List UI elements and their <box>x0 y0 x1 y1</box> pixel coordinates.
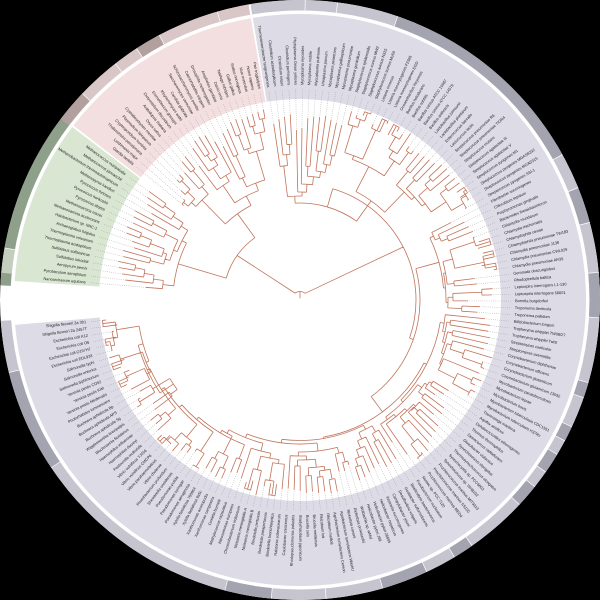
svg-text:Clostridium tetani: Clostridium tetani <box>277 56 285 87</box>
svg-text:Mycoplasma pulmonis: Mycoplasma pulmonis <box>313 47 321 86</box>
svg-text:Mus musculus: Mus musculus <box>238 67 249 92</box>
svg-text:Rhodopirellula baltica: Rhodopirellula baltica <box>514 274 552 282</box>
svg-text:Mycoplasma mobile: Mycoplasma mobile <box>306 51 312 86</box>
svg-text:Bifidobacterium longum: Bifidobacterium longum <box>514 319 555 328</box>
svg-text:Borrelia burgdorferi: Borrelia burgdorferi <box>515 298 548 303</box>
svg-text:Danio rerio: Danio rerio <box>213 81 225 101</box>
svg-text:Escherichia coli O6: Escherichia coli O6 <box>56 340 90 351</box>
svg-text:Rickettsia conorii: Rickettsia conorii <box>346 509 357 539</box>
svg-text:Bradyrhizobium japonicum: Bradyrhizobium japonicum <box>298 515 303 561</box>
svg-text:Caulobacter crescentus: Caulobacter crescentus <box>281 514 289 555</box>
svg-text:Leptospira interrogans 56601: Leptospira interrogans 56601 <box>515 290 566 296</box>
svg-text:Ureaplasma parvum: Ureaplasma parvum <box>320 51 329 86</box>
svg-text:Escherichia coli K12: Escherichia coli K12 <box>53 333 88 344</box>
svg-text:Leptospira interrogans L1-130: Leptospira interrogans L1-130 <box>514 281 567 289</box>
svg-text:Shigella flexneri 2a 2457T: Shigella flexneri 2a 2457T <box>42 326 88 337</box>
svg-text:Brucella melitensis: Brucella melitensis <box>312 514 319 547</box>
svg-text:Clostridium acetobutylicum: Clostridium acetobutylicum <box>268 40 278 87</box>
svg-text:Bordetella bronchiseptica: Bordetella bronchiseptica <box>264 512 275 557</box>
svg-text:Mycoplasma penetrans: Mycoplasma penetrans <box>327 47 338 88</box>
svg-text:Treponema pallidum: Treponema pallidum <box>514 312 550 319</box>
svg-text:Nanoarchaeum equitans: Nanoarchaeum equitans <box>43 276 86 284</box>
svg-text:Treponema denticola: Treponema denticola <box>515 305 552 311</box>
svg-text:Brucella suis: Brucella suis <box>305 515 311 537</box>
svg-text:Ralstonia solanacearum: Ralstonia solanacearum <box>273 514 282 556</box>
svg-text:Tropheryma whipplei TW08/27: Tropheryma whipplei TW08/27 <box>513 326 566 338</box>
svg-text:Homo sapiens: Homo sapiens <box>246 65 256 90</box>
svg-text:Rhodopseudomonas palustris: Rhodopseudomonas palustris <box>289 515 296 567</box>
svg-text:Bordetella parapertussis: Bordetella parapertussis <box>256 512 268 554</box>
svg-text:Bordetella pertussis: Bordetella pertussis <box>250 510 261 545</box>
svg-text:Rhizobium loti: Rhizobium loti <box>319 514 326 539</box>
svg-text:Sulfolobus tokodaii: Sulfolobus tokodaii <box>56 253 89 264</box>
svg-text:Clostridium perfringens: Clostridium perfringens <box>285 45 292 85</box>
svg-text:Gemmata obscuriglobus: Gemmata obscuriglobus <box>513 266 556 276</box>
svg-text:Mycoplasma mycoides: Mycoplasma mycoides <box>299 46 304 85</box>
svg-text:Rhizobium meliloti: Rhizobium meliloti <box>326 513 335 545</box>
svg-text:Gallus gallus: Gallus gallus <box>225 73 237 96</box>
svg-text:Aeropyrum pernix: Aeropyrum pernix <box>57 261 88 270</box>
svg-text:Pan troglodytes: Pan troglodytes <box>252 62 262 90</box>
svg-text:Phytoplasma Onion yellows: Phytoplasma Onion yellows <box>293 37 299 85</box>
svg-text:Pyrobaculum aerophilum: Pyrobaculum aerophilum <box>43 268 86 278</box>
svg-text:Shigella flexneri 2a 301: Shigella flexneri 2a 301 <box>46 319 87 328</box>
